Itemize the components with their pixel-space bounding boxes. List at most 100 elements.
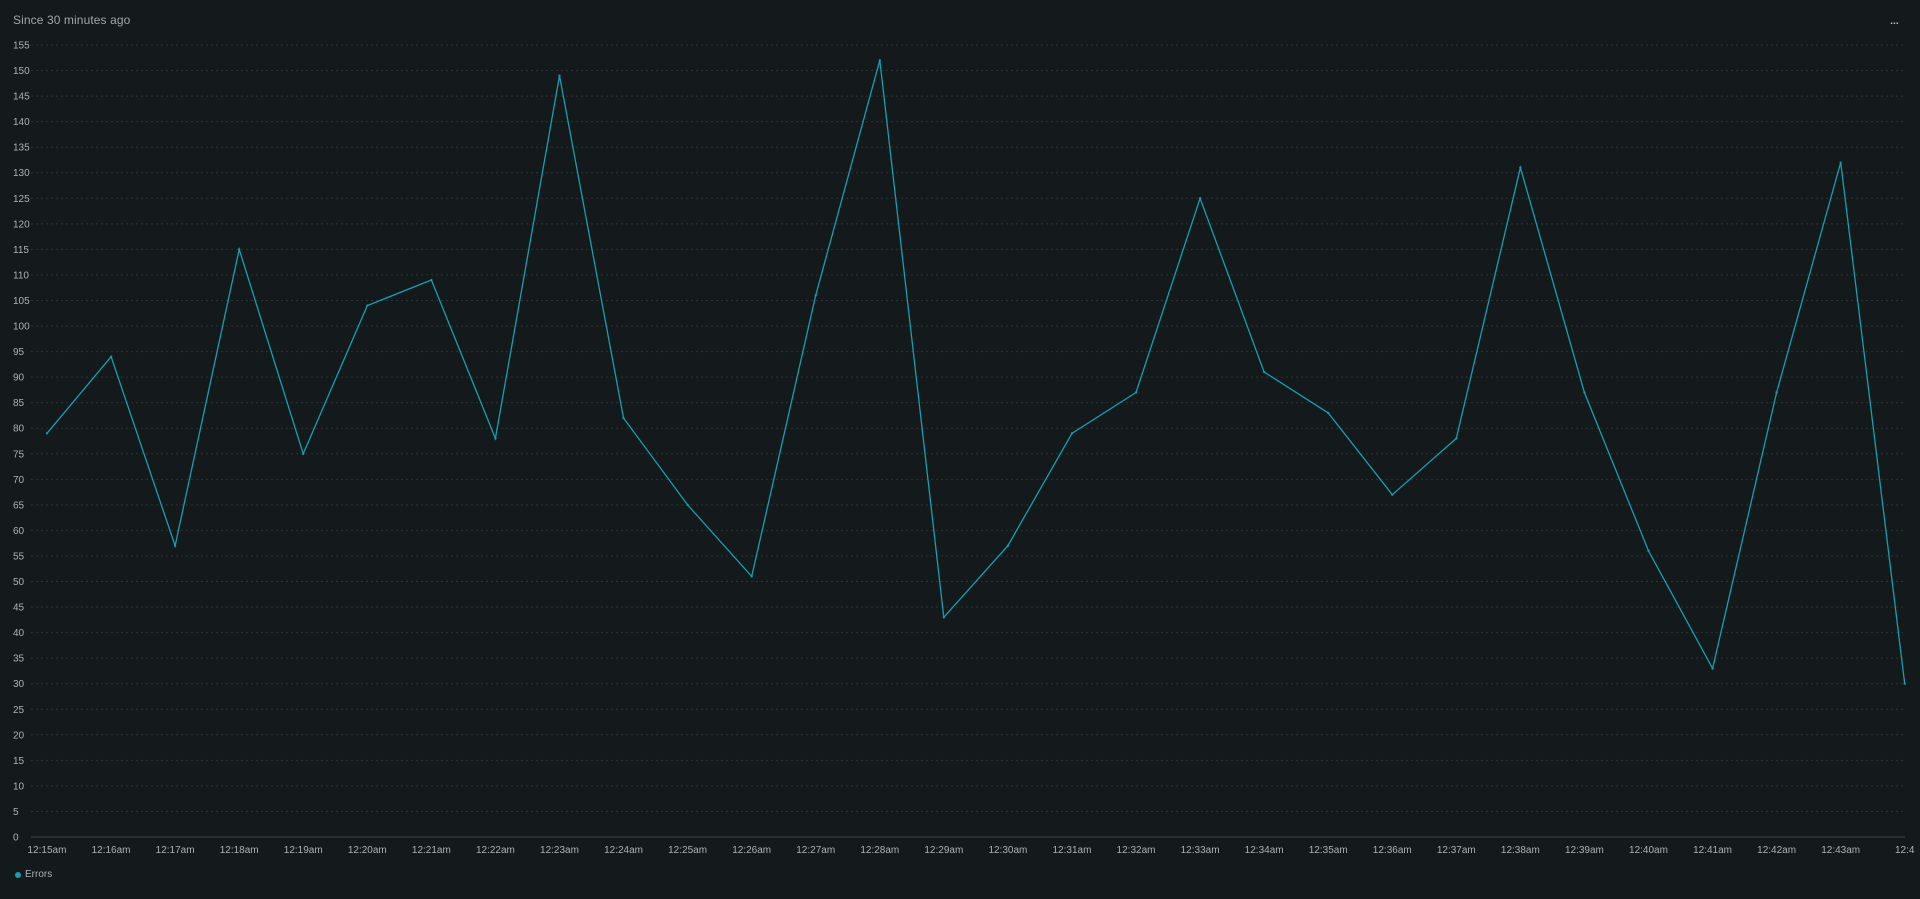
y-tick-label: 100 — [13, 322, 30, 333]
x-axis-labels: 12:15am 12:16am 12:17am 12:18am 12:19am 12:20… — [28, 845, 1915, 856]
y-tick-label: 110 — [13, 270, 29, 281]
chart-subtitle: Since 30 minutes ago — [13, 13, 131, 27]
data-point — [494, 437, 497, 440]
data-point — [1006, 544, 1010, 547]
data-point — [1711, 667, 1714, 670]
x-tick-label: 12:26am — [732, 845, 771, 856]
x-tick-label: 12:4 — [1895, 845, 1915, 856]
x-tick-label: 12:24am — [604, 845, 643, 856]
y-tick-label: 120 — [13, 219, 30, 230]
x-tick-label: 12:30am — [988, 845, 1027, 856]
y-tick-label: 90 — [13, 373, 25, 384]
y-tick-label: 85 — [13, 398, 25, 409]
data-point — [942, 616, 946, 619]
y-tick-label: 80 — [13, 424, 25, 435]
y-tick-label: 145 — [13, 92, 30, 103]
data-point — [1775, 391, 1778, 394]
data-point — [45, 432, 49, 435]
legend-label: Errors — [25, 869, 53, 880]
y-tick-label: 0 — [13, 833, 19, 844]
y-tick-label: 25 — [13, 705, 25, 716]
data-point — [558, 74, 561, 77]
y-tick-label: 70 — [13, 475, 25, 486]
data-point — [1519, 166, 1522, 169]
x-tick-label: 12:39am — [1565, 845, 1604, 856]
y-tick-label: 140 — [13, 117, 30, 128]
x-tick-label: 12:19am — [284, 845, 323, 856]
x-tick-label: 12:34am — [1245, 845, 1284, 856]
x-tick-label: 12:23am — [540, 845, 579, 856]
x-tick-label: 12:25am — [668, 845, 707, 856]
y-tick-label: 115 — [13, 245, 29, 256]
x-tick-label: 12:28am — [860, 845, 899, 856]
y-tick-label: 65 — [13, 500, 25, 511]
y-tick-label: 150 — [13, 66, 30, 77]
y-tick-label: 135 — [13, 143, 30, 154]
data-point — [1198, 197, 1202, 200]
series-points — [45, 59, 1906, 685]
data-point — [173, 544, 177, 547]
x-tick-label: 12:29am — [924, 845, 963, 856]
y-tick-label: 60 — [13, 526, 25, 537]
y-tick-label: 5 — [13, 807, 19, 818]
y-tick-label: 130 — [13, 168, 30, 179]
y-tick-label: 10 — [13, 781, 25, 792]
x-tick-label: 12:21am — [412, 845, 451, 856]
x-tick-label: 12:37am — [1437, 845, 1476, 856]
data-point — [814, 294, 817, 297]
data-point — [1070, 432, 1074, 435]
data-point — [237, 248, 241, 251]
x-tick-label: 12:22am — [476, 845, 515, 856]
x-tick-label: 12:35am — [1309, 845, 1348, 856]
x-tick-label: 12:27am — [796, 845, 835, 856]
y-tick-label: 35 — [13, 654, 25, 665]
more-options-icon[interactable]: ... — [1889, 11, 1900, 27]
y-tick-label: 155 — [13, 41, 30, 52]
data-point — [686, 503, 689, 507]
y-tick-label: 45 — [13, 603, 25, 614]
data-point — [1391, 493, 1394, 496]
grid-lines — [31, 44, 1905, 812]
x-tick-label: 12:42am — [1757, 845, 1796, 856]
x-tick-label: 12:18am — [220, 845, 259, 856]
x-tick-label: 12:41am — [1693, 845, 1732, 856]
x-tick-label: 12:36am — [1373, 845, 1412, 856]
data-point — [1262, 370, 1266, 374]
x-tick-label: 12:17am — [156, 845, 195, 856]
data-point — [1455, 437, 1458, 440]
data-point — [622, 416, 625, 420]
y-tick-label: 125 — [13, 194, 30, 205]
y-tick-label: 105 — [13, 296, 30, 307]
x-tick-label: 12:15am — [28, 845, 67, 856]
x-tick-label: 12:40am — [1629, 845, 1668, 856]
data-point — [109, 355, 113, 358]
y-axis-labels: 0 5 10 15 20 25 30 35 40 45 50 55 60 65 70 75 80 85 90 95 10… — [13, 41, 30, 844]
data-point — [1134, 391, 1138, 394]
y-tick-label: 30 — [13, 679, 25, 690]
data-point — [750, 575, 753, 578]
y-tick-label: 55 — [13, 551, 25, 562]
y-tick-label: 50 — [13, 577, 25, 588]
series-line-errors — [46, 60, 1906, 684]
data-point — [1647, 549, 1650, 553]
y-tick-label: 75 — [13, 449, 25, 460]
x-tick-label: 12:31am — [1052, 845, 1091, 856]
x-tick-label: 12:33am — [1181, 845, 1220, 856]
x-tick-label: 12:38am — [1501, 845, 1540, 856]
legend-swatch — [15, 871, 21, 878]
data-point — [1327, 411, 1330, 415]
data-point — [1839, 161, 1842, 164]
y-tick-label: 15 — [13, 756, 25, 767]
x-tick-label: 12:43am — [1821, 845, 1860, 856]
y-tick-label: 40 — [13, 628, 25, 639]
data-point — [366, 304, 369, 307]
x-tick-label: 12:20am — [348, 845, 387, 856]
legend-item-errors[interactable]: Errors — [15, 869, 52, 880]
line-chart: 0 5 10 15 20 25 30 35 40 45 50 55 60 65 70 75 80 85 90 95 10… — [13, 41, 1915, 857]
data-point — [1583, 391, 1586, 394]
data-point — [430, 278, 433, 282]
data-point — [1903, 682, 1906, 685]
y-tick-label: 20 — [13, 730, 25, 741]
data-point — [302, 452, 305, 455]
